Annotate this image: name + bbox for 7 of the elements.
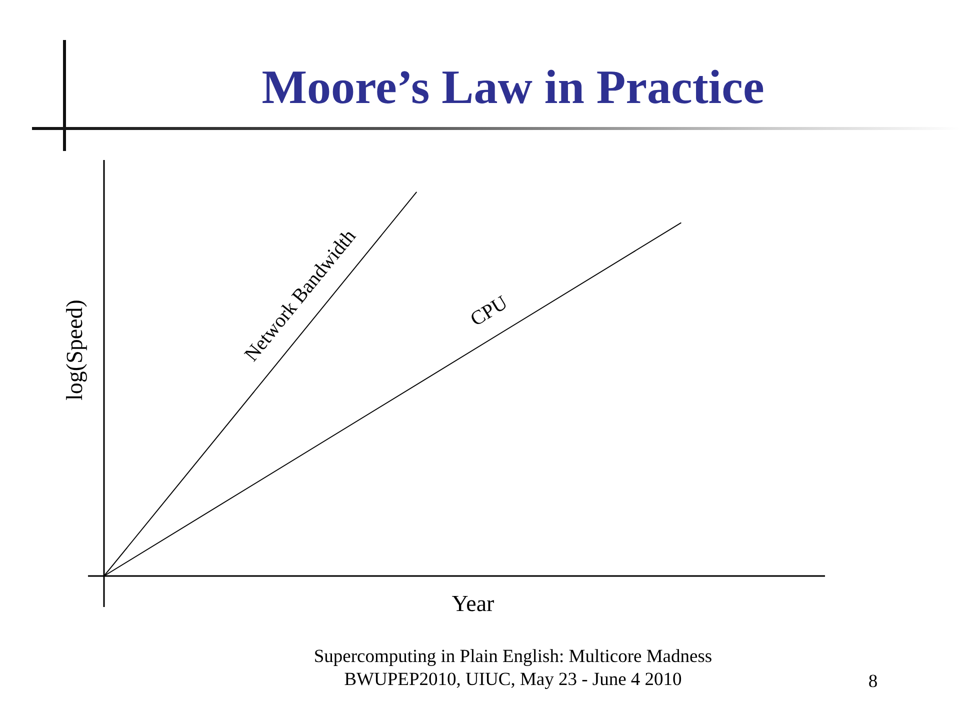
x-axis-title: Year [450,590,496,618]
text: 8 [867,671,879,694]
text: CPU [466,291,512,331]
text: BWUPEP2010, UIUC, May 23 - June 4 2010 [343,669,683,692]
chart-title: Moore’s Law in Practice [260,60,766,116]
text: Supercomputing in Plain English: Multicore Madness [312,646,714,669]
y-axis-title: log(Speed) [61,298,88,402]
